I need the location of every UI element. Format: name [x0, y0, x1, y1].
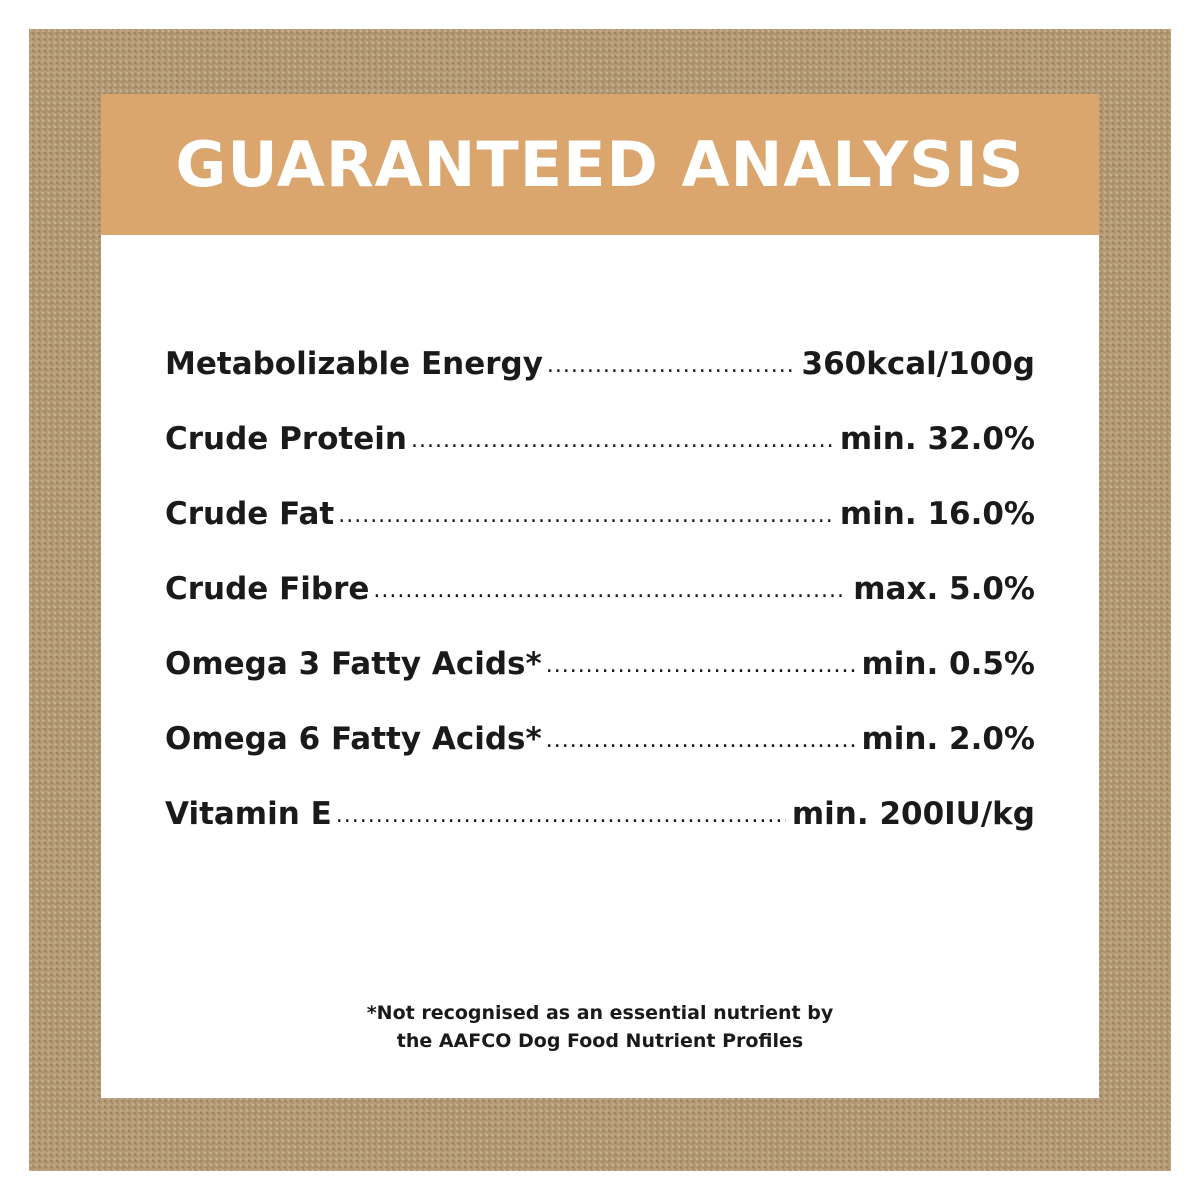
analysis-row: Crude Fibre max. 5.0% [165, 571, 1035, 646]
row-value: min. 32.0% [839, 421, 1035, 457]
row-value: min. 200IU/kg [791, 796, 1035, 832]
row-label: Crude Fibre [165, 571, 370, 607]
row-value: max. 5.0% [853, 571, 1035, 607]
row-label: Omega 3 Fatty Acids* [165, 646, 542, 682]
row-label: Vitamin E [165, 796, 332, 832]
analysis-row: Metabolizable Energy 360kcal/100g [165, 346, 1035, 421]
row-label: Metabolizable Energy [165, 346, 543, 382]
header-title: GUARANTEED ANALYSIS [175, 127, 1025, 201]
analysis-row: Crude Fat min. 16.0% [165, 496, 1035, 571]
analysis-row: Omega 3 Fatty Acids* min. 0.5% [165, 646, 1035, 721]
dot-leader [338, 503, 834, 528]
row-label: Crude Fat [165, 496, 335, 532]
row-value: 360kcal/100g [801, 346, 1035, 382]
analysis-table: Metabolizable Energy 360kcal/100g Crude … [165, 346, 1035, 871]
dot-leader [373, 578, 847, 603]
analysis-card: GUARANTEED ANALYSIS Metabolizable Energy… [101, 94, 1099, 1098]
analysis-row: Crude Protein min. 32.0% [165, 421, 1035, 496]
dot-leader [547, 353, 796, 378]
dot-leader [411, 428, 834, 453]
footnote-line: *Not recognised as an essential nutrient… [366, 1002, 834, 1024]
row-label: Crude Protein [165, 421, 407, 457]
footnote-line: the AAFCO Dog Food Nutrient Profiles [396, 1030, 804, 1052]
row-label: Omega 6 Fatty Acids* [165, 721, 542, 757]
dot-leader [546, 653, 856, 678]
row-value: min. 2.0% [861, 721, 1035, 757]
analysis-row: Vitamin E min. 200IU/kg [165, 796, 1035, 871]
footnote: *Not recognised as an essential nutrient… [101, 999, 1099, 1055]
dot-leader [336, 803, 786, 828]
analysis-row: Omega 6 Fatty Acids* min. 2.0% [165, 721, 1035, 796]
row-value: min. 16.0% [839, 496, 1035, 532]
header-band: GUARANTEED ANALYSIS [101, 94, 1099, 235]
row-value: min. 0.5% [861, 646, 1035, 682]
dot-leader [546, 728, 856, 753]
